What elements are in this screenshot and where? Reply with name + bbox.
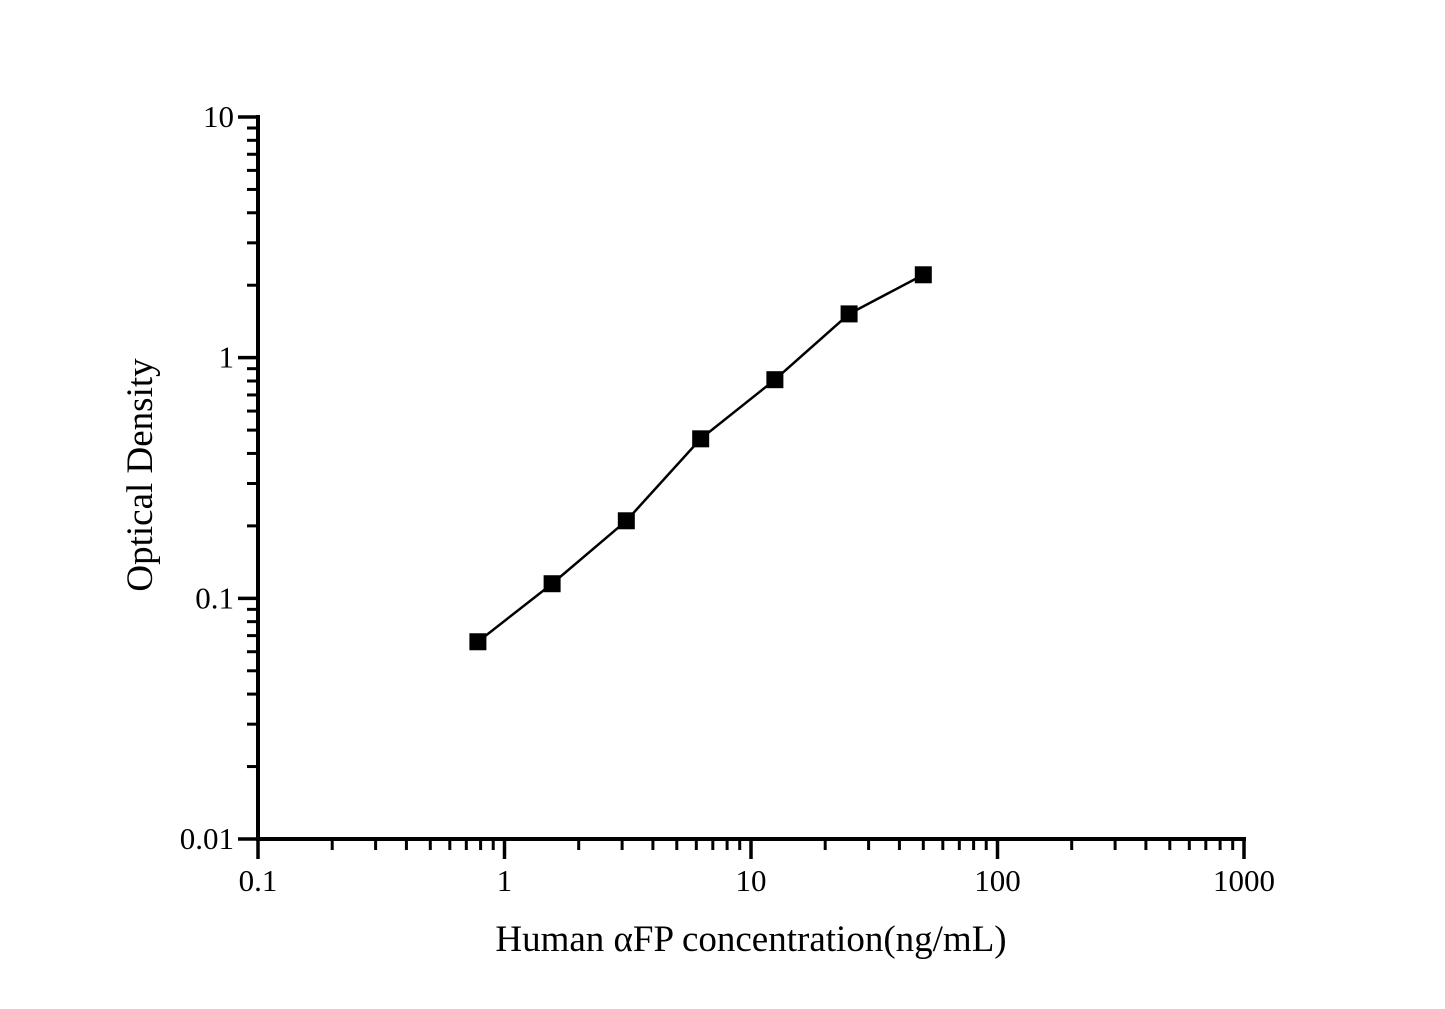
- series-layer: [469, 266, 932, 651]
- x-tick-label: 10: [736, 863, 767, 898]
- data-point-marker: [617, 512, 635, 530]
- x-tick-label: 1: [497, 863, 513, 898]
- y-axis-title: Optical Density: [120, 358, 161, 592]
- data-point-marker: [914, 266, 932, 284]
- axes-layer: [256, 115, 1246, 841]
- data-point-marker: [469, 633, 487, 651]
- x-axis-title: Human αFP concentration(ng/mL): [495, 919, 1006, 960]
- y-tick-label: 0.01: [180, 821, 234, 856]
- y-tick-label: 10: [203, 99, 234, 134]
- y-tick-label: 1: [219, 340, 235, 375]
- data-point-marker: [543, 575, 561, 593]
- x-tick-label: 100: [974, 863, 1021, 898]
- x-tick-label: 1000: [1213, 863, 1275, 898]
- data-point-marker: [840, 305, 858, 323]
- data-point-marker: [766, 371, 784, 389]
- data-point-marker: [692, 430, 710, 448]
- y-tick-label: 0.1: [195, 580, 234, 615]
- axis-ticks-layer: [238, 115, 1246, 859]
- x-tick-label: 0.1: [239, 863, 278, 898]
